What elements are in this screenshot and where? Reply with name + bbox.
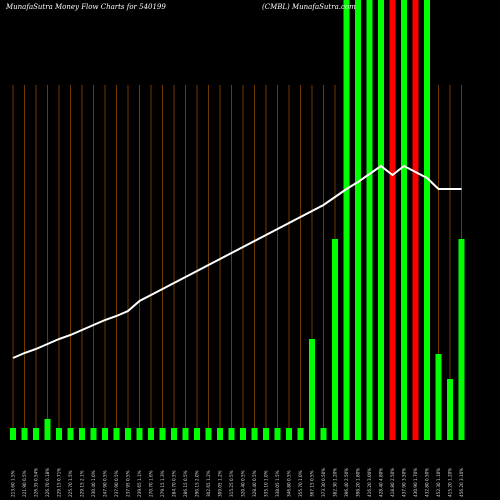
x-tick-label: 315.25 0.5% <box>229 470 234 497</box>
bar <box>389 0 396 440</box>
x-tick-label: 286.15 0.5% <box>183 470 188 497</box>
bar <box>240 428 246 440</box>
bar <box>56 428 62 440</box>
x-tick-label: 279.15 1.3% <box>160 470 165 497</box>
x-tick-label: 416.20 3.00% <box>367 468 372 497</box>
bar <box>378 0 384 440</box>
x-tick-label: 382.30 1.20% <box>333 468 338 497</box>
bar <box>366 0 373 440</box>
x-tick-label: 309.05 1.2% <box>218 470 223 497</box>
bar <box>33 428 39 440</box>
labels: 213.60 1.5% 221.90 0.5% 226.35 0.54% 226.70… <box>11 468 465 497</box>
chart-title: MunafaSutra Money Flow Charts for 540199 <box>5 3 166 11</box>
bar <box>159 428 166 440</box>
x-tick-label: 418.80 2.50% <box>390 468 395 497</box>
bar <box>320 428 327 440</box>
x-tick-label: 373.30 0.50% <box>321 468 326 497</box>
bar <box>458 239 465 440</box>
x-tick-label: 328.40 0.5% <box>252 470 257 497</box>
bar <box>263 428 269 440</box>
x-tick-label: 452.30 1.10% <box>436 468 441 497</box>
x-tick-label: 237.95 0.5% <box>126 470 131 497</box>
bar <box>194 428 200 440</box>
lines <box>12 164 462 359</box>
bar <box>148 428 154 440</box>
x-tick-label: 284.70 0.5% <box>172 470 177 497</box>
bar <box>343 0 350 440</box>
chart-subtitle: (CMBL) MunafaSutra.com <box>262 3 356 11</box>
x-tick-label: 237.90 0.5% <box>114 470 119 497</box>
x-tick-label: 437.90 3.50% <box>402 468 407 497</box>
x-tick-label: 226.70 0.18% <box>45 468 50 497</box>
x-tick-label: 428.40 4.80% <box>379 468 384 497</box>
x-tick-label: 213.60 1.5% <box>11 470 16 497</box>
bar <box>171 428 177 440</box>
bar <box>90 428 97 440</box>
bars <box>10 0 465 440</box>
bar <box>355 0 361 440</box>
bar <box>297 428 304 440</box>
bar <box>44 419 51 440</box>
x-tick-label: 396.40 2.50% <box>344 468 349 497</box>
x-tick-label: 302.65 1.2% <box>206 470 211 497</box>
x-tick-label: 432.80 0.50% <box>425 468 430 497</box>
x-tick-label: 229.15 0.71% <box>57 468 62 497</box>
bar <box>332 239 338 440</box>
bar <box>447 379 453 440</box>
bar <box>412 0 419 440</box>
bar <box>286 428 292 440</box>
bar <box>401 0 407 440</box>
bar <box>125 428 131 440</box>
x-tick-label: 335.10 1.0% <box>264 470 269 497</box>
bar <box>67 428 74 440</box>
bar <box>274 428 281 440</box>
x-tick-label: 229.15 2.1% <box>80 470 85 497</box>
x-tick-label: 456.20 3.10% <box>459 468 464 497</box>
x-tick-label: 430.90 1.70% <box>413 468 418 497</box>
bar <box>228 428 235 440</box>
x-tick-label: 247.90 0.5% <box>103 470 108 497</box>
bar <box>435 354 442 440</box>
x-tick-label: 221.90 0.5% <box>22 470 27 497</box>
x-tick-label: 338.05 1.5% <box>275 470 280 497</box>
bar <box>309 339 315 440</box>
x-tick-label: 415.20 1.20% <box>448 468 453 497</box>
bar <box>21 428 28 440</box>
x-tick-label: 225.70 1.5% <box>68 470 73 497</box>
bar <box>10 428 16 440</box>
x-tick-label: 398.20 1.80% <box>356 468 361 497</box>
x-tick-label: 290.15 2.0% <box>195 470 200 497</box>
x-tick-label: 239.65 1.1% <box>137 470 142 497</box>
x-tick-label: 367.15 0.5% <box>310 470 315 497</box>
bar <box>136 428 143 440</box>
x-tick-label: 230.40 1.0% <box>91 470 96 497</box>
bar <box>205 428 212 440</box>
bar <box>217 428 223 440</box>
x-tick-label: 226.35 0.54% <box>34 468 39 497</box>
line <box>12 164 462 359</box>
x-tick-label: 320.40 0.5% <box>241 470 246 497</box>
bar <box>102 428 108 440</box>
x-tick-label: 346.80 0.5% <box>287 470 292 497</box>
bar <box>182 428 189 440</box>
bar <box>79 428 85 440</box>
bar <box>251 428 258 440</box>
x-tick-label: 270.70 1.6% <box>149 470 154 497</box>
bar <box>424 0 430 440</box>
x-tick-label: 355.70 1.0% <box>298 470 303 497</box>
bar <box>113 428 120 440</box>
